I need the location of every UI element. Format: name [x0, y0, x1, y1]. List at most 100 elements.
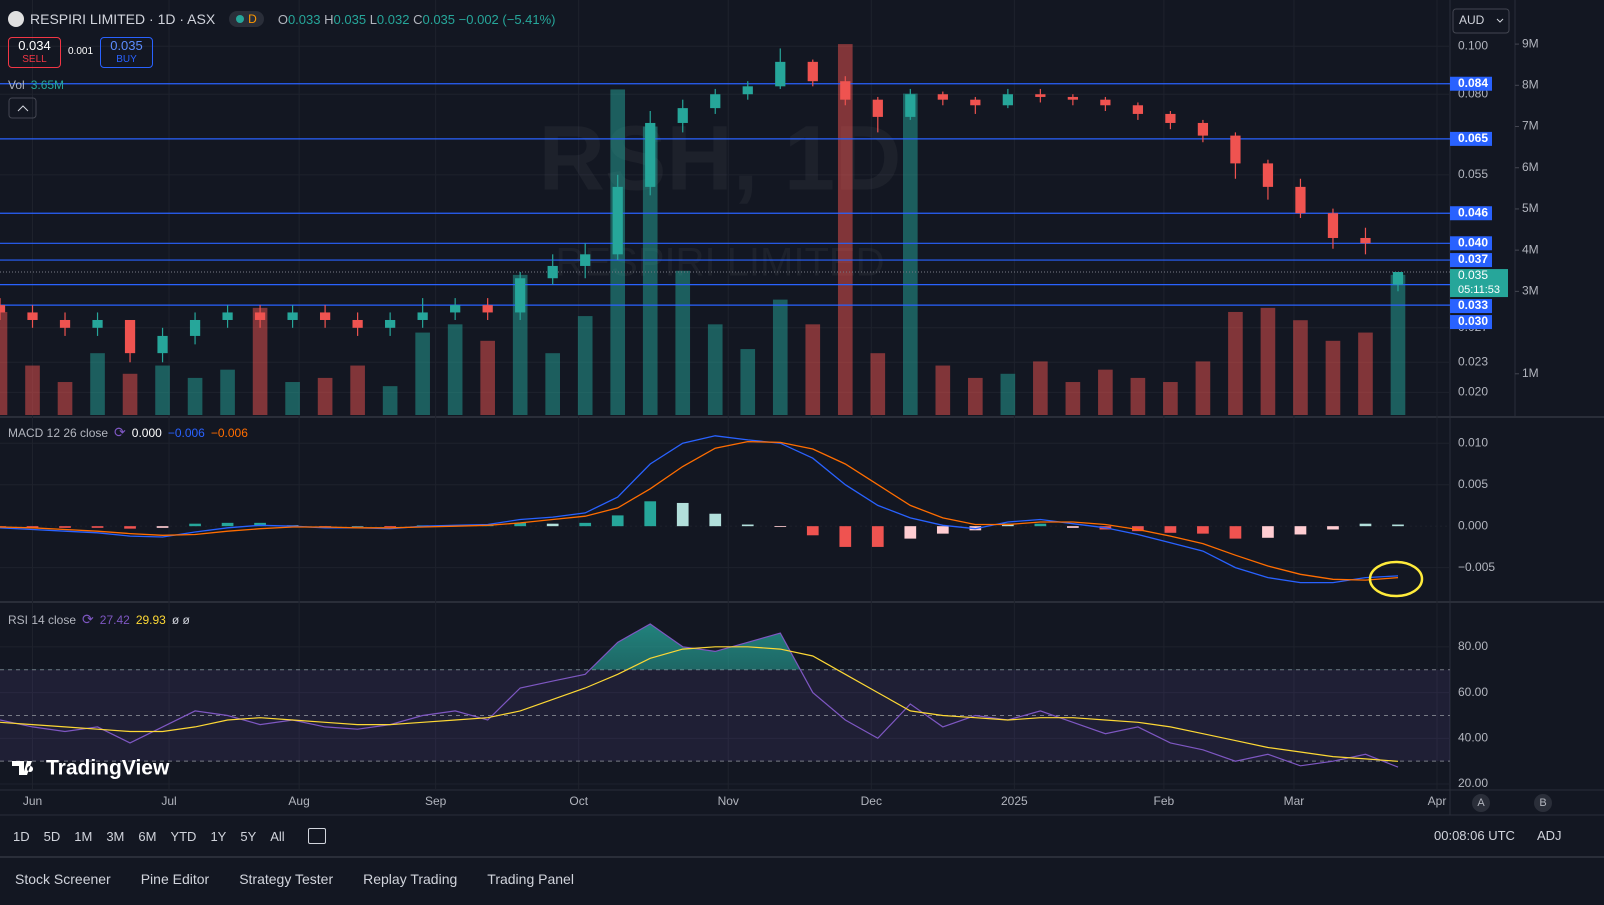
- macd-histogram-bar: [124, 526, 136, 529]
- volume-bar: [252, 307, 268, 415]
- volume-bar: [1325, 340, 1341, 415]
- macd-signal-value: −0.006: [210, 425, 248, 440]
- market-status[interactable]: D: [229, 11, 264, 27]
- price-tick-label: 0.100: [1458, 38, 1488, 52]
- bottom-tab[interactable]: Replay Trading: [363, 871, 458, 887]
- sell-label[interactable]: SELL: [22, 54, 47, 65]
- volume-tick-label: 8M: [1522, 77, 1539, 91]
- volume-bar: [968, 377, 983, 415]
- macd-histogram-bar: [1164, 526, 1177, 533]
- macd-histogram-bar: [611, 515, 624, 527]
- spread: 0.001: [68, 46, 93, 57]
- range-button[interactable]: 3M: [106, 828, 125, 844]
- buy-button[interactable]: 0.035 BUY: [100, 37, 153, 68]
- ohlc-value: 0.033: [287, 11, 321, 27]
- range-button[interactable]: 1D: [13, 828, 30, 844]
- volume-bar: [675, 270, 691, 415]
- candle-body: [1197, 122, 1209, 136]
- volume-bar: [285, 382, 300, 415]
- volume-bar: [1228, 311, 1243, 415]
- volume-bar: [187, 377, 203, 415]
- volume-tick-label: 4M: [1522, 242, 1539, 256]
- buy-label[interactable]: BUY: [116, 54, 137, 65]
- range-button[interactable]: 1Y: [210, 828, 227, 844]
- bottom-tab[interactable]: Stock Screener: [15, 871, 111, 887]
- bottom-tab[interactable]: Trading Panel: [487, 871, 574, 887]
- volume-bar: [772, 299, 788, 415]
- macd-histogram-bar: [644, 501, 657, 527]
- macd-line: [0, 435, 1399, 584]
- range-button[interactable]: 5Y: [240, 828, 257, 844]
- candle-body: [1262, 163, 1274, 187]
- volume-tick-label: 9M: [1522, 36, 1539, 50]
- macd-histogram-bar: [189, 523, 201, 527]
- range-button[interactable]: 5D: [43, 828, 61, 844]
- candle-body: [352, 319, 363, 328]
- volume-header: Vol 3.65M: [8, 78, 64, 92]
- candle-body: [710, 94, 721, 109]
- symbol-header: RESPIRI LIMITED · 1D · ASX D O0.033 H0.0…: [8, 11, 556, 27]
- macd-histogram-bar: [676, 502, 689, 527]
- macd-histogram-bar: [1229, 526, 1242, 539]
- bottom-tab[interactable]: Pine Editor: [140, 871, 210, 887]
- ohlc-key: O: [277, 11, 288, 27]
- candle-body: [677, 108, 688, 123]
- buy-price[interactable]: 0.035: [110, 38, 143, 53]
- candle-body: [385, 319, 396, 328]
- macd-tick-label: 0.010: [1458, 435, 1488, 449]
- volume-bar: [1033, 361, 1048, 415]
- macd-histogram-bar: [1327, 526, 1339, 530]
- ohlc-value: 0.035: [333, 11, 367, 27]
- scale-button[interactable]: [1534, 794, 1552, 812]
- collapse-button[interactable]: [8, 97, 37, 119]
- range-button[interactable]: All: [270, 828, 285, 844]
- level-label-box: [1450, 253, 1492, 268]
- adj[interactable]: ADJ: [1537, 828, 1562, 843]
- macd-histogram-bar: [1197, 526, 1209, 534]
- x-tick-label: Aug: [288, 794, 309, 808]
- candle-body: [1002, 94, 1013, 106]
- scale-button-label[interactable]: A: [1477, 797, 1485, 809]
- adj-text[interactable]: ADJ: [1537, 828, 1562, 843]
- current-price-box: [1450, 269, 1508, 298]
- macd-histogram-bar: [91, 526, 104, 528]
- candle-body: [742, 86, 753, 95]
- level-label: 0.030: [1458, 314, 1488, 328]
- volume-tick-label: 7M: [1522, 119, 1539, 133]
- candle-body: [612, 186, 623, 255]
- clock: 00:08:06 UTC: [1434, 828, 1515, 843]
- range-button[interactable]: YTD: [170, 828, 197, 844]
- range-button[interactable]: 1M: [74, 828, 93, 844]
- watermark-name: RESPIRI LIMITED: [556, 241, 885, 285]
- interval-badge: D: [248, 12, 257, 26]
- level-label-box: [1450, 236, 1492, 251]
- volume-bar: [740, 349, 756, 415]
- scale-button-label[interactable]: B: [1539, 797, 1546, 809]
- macd-histogram-bar: [1359, 523, 1372, 527]
- sell-price[interactable]: 0.034: [18, 38, 51, 53]
- volume-bar: [837, 44, 853, 416]
- volume-title: Vol: [8, 78, 25, 92]
- bottom-tab[interactable]: Strategy Tester: [239, 871, 334, 887]
- rsi-value: 27.42: [99, 612, 130, 627]
- date-range-icon[interactable]: [307, 828, 326, 844]
- volume-bar: [220, 369, 235, 415]
- sell-button[interactable]: 0.034 SELL: [8, 37, 61, 68]
- candle-body: [937, 94, 948, 100]
- x-tick-label: Mar: [1284, 794, 1305, 808]
- macd-histogram-bar: [839, 526, 852, 547]
- currency-label[interactable]: AUD: [1459, 13, 1485, 27]
- rsi-ma-line: [0, 646, 1399, 762]
- scale-button[interactable]: [1472, 794, 1490, 812]
- range-button[interactable]: 6M: [138, 828, 157, 844]
- currency-select[interactable]: [1452, 8, 1510, 34]
- macd-tick-label: 0.000: [1458, 518, 1488, 532]
- macd-histogram-bar: [254, 522, 266, 527]
- level-label: 0.033: [1458, 298, 1488, 312]
- volume-bar: [90, 353, 105, 415]
- price-tick-label: 0.023: [1458, 354, 1488, 368]
- countdown-label: 05:11:53: [1458, 284, 1500, 296]
- level-label: 0.037: [1458, 252, 1488, 266]
- volume-value: 3.65M: [30, 78, 65, 92]
